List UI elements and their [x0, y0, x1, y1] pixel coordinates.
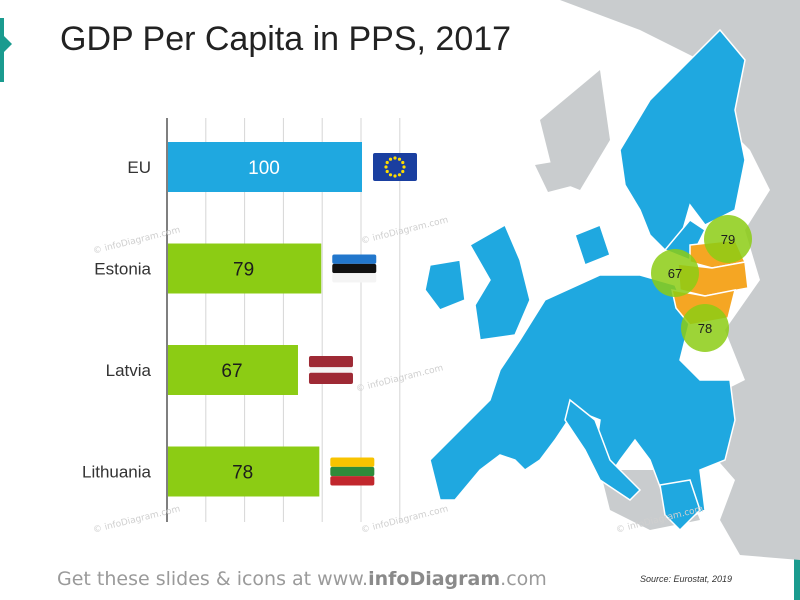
- footer-promo: Get these slides & icons at www.infoDiag…: [57, 568, 547, 590]
- bubble-label-estonia: 79: [721, 232, 735, 247]
- data-label: 79: [233, 260, 254, 281]
- bar-estonia: [168, 243, 322, 294]
- category-label: Estonia: [94, 260, 151, 279]
- bubble-label-latvia: 67: [668, 266, 682, 281]
- bar-latvia: [168, 345, 298, 395]
- eu-flag-icon: [373, 153, 417, 181]
- bubble-label-lithuania: 78: [698, 321, 712, 336]
- right-accent-bar: [794, 556, 800, 600]
- category-label: Lithuania: [82, 463, 152, 482]
- category-label: Latvia: [106, 361, 152, 380]
- bubble-latvia: 67: [651, 249, 699, 297]
- bubble-lithuania: 78: [681, 304, 729, 352]
- data-label: 78: [232, 463, 253, 484]
- lithuania-flag-icon: [330, 457, 375, 486]
- page-title: GDP Per Capita in PPS, 2017: [60, 20, 512, 58]
- bar-lithuania: [168, 446, 320, 497]
- footer-brand: infoDiagram: [368, 568, 501, 590]
- bar-eu: [168, 142, 362, 192]
- data-label: 67: [221, 361, 242, 382]
- source-note: Source: Eurostat, 2019: [640, 574, 733, 584]
- data-label: 100: [248, 158, 280, 179]
- left-accent-arrow: [4, 36, 12, 52]
- left-accent-bar: [0, 18, 4, 82]
- footer-prefix: Get these slides & icons at www.: [57, 568, 369, 590]
- footer-suffix: .com: [500, 568, 547, 590]
- bubble-estonia: 79: [704, 215, 752, 263]
- estonia-flag-icon: [332, 254, 377, 283]
- category-label: EU: [127, 158, 151, 177]
- latvia-flag-icon: [308, 356, 353, 384]
